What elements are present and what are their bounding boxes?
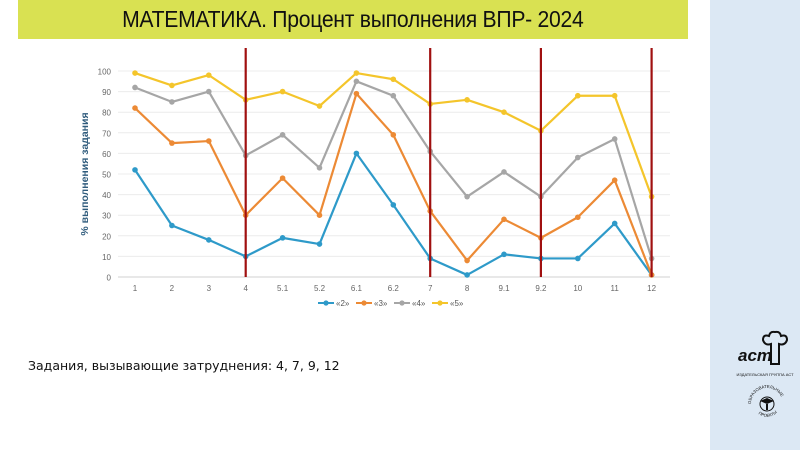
data-point — [575, 255, 581, 262]
data-point — [169, 140, 175, 146]
y-tick-label: 40 — [102, 191, 111, 200]
series-line — [134, 80, 653, 259]
y-tick-label: 0 — [107, 274, 112, 283]
edu-projects-logo: ОБРАЗОВАТЕЛЬНЫЕ ПРОЕКТЫ — [747, 384, 785, 418]
x-tick-label: 3 — [207, 284, 212, 293]
data-point — [390, 202, 397, 208]
data-point — [353, 78, 360, 85]
y-tick-label: 60 — [102, 150, 111, 159]
data-point — [132, 105, 138, 111]
data-point — [464, 272, 470, 278]
data-point — [279, 235, 286, 241]
data-point — [206, 237, 212, 243]
x-tick-label: 10 — [573, 284, 582, 293]
x-tick-label: 1 — [133, 284, 138, 293]
legend-marker — [437, 300, 443, 306]
data-point — [132, 167, 138, 173]
data-point — [279, 88, 286, 95]
ast-logo: аст ИЗДАТЕЛЬСКАЯ ГРУППА АСТ — [736, 330, 794, 377]
y-tick-label: 10 — [102, 253, 111, 262]
ast-logo-mark: аст — [738, 346, 772, 365]
data-point — [464, 97, 470, 103]
data-point — [206, 88, 212, 95]
series-lines — [132, 70, 655, 278]
data-point — [575, 214, 581, 221]
x-axis-ticks: 1 2 3 4 5.1 5.2 6.1 6.2 7 8 9.1 9.2 10 11 12 — [133, 284, 657, 293]
data-point — [611, 92, 618, 99]
series-line — [134, 92, 653, 276]
data-point — [464, 257, 470, 264]
data-point — [353, 70, 360, 76]
data-point — [501, 109, 507, 115]
data-point — [353, 150, 360, 157]
data-point — [390, 132, 397, 138]
legend-marker — [323, 300, 329, 306]
data-point — [206, 138, 212, 144]
x-tick-label: 11 — [611, 284, 620, 293]
y-axis-ticks: 0 10 20 30 40 50 60 70 80 90 100 — [98, 68, 112, 283]
data-point — [501, 169, 507, 175]
y-tick-label: 80 — [102, 109, 111, 118]
x-tick-label: 8 — [465, 284, 470, 293]
legend-marker — [361, 300, 367, 306]
x-tick-label: 6.1 — [351, 284, 363, 293]
grid-lines — [118, 70, 670, 278]
data-point — [464, 193, 470, 200]
x-tick-label: 9.1 — [498, 284, 510, 293]
y-tick-label: 90 — [102, 88, 111, 97]
x-tick-label: 2 — [170, 284, 175, 293]
data-point — [132, 84, 138, 91]
data-point — [132, 70, 138, 76]
data-point — [169, 82, 175, 89]
data-point — [206, 72, 212, 78]
data-point — [316, 241, 323, 247]
x-tick-label: 4 — [243, 284, 248, 293]
ast-logo-caption: ИЗДАТЕЛЬСКАЯ ГРУППА АСТ — [736, 372, 794, 377]
data-point — [611, 177, 618, 183]
chart-legend: «2» «3» «4» «5» — [318, 299, 464, 308]
data-point — [611, 220, 618, 227]
data-point — [390, 76, 397, 83]
legend-label: «3» — [374, 299, 388, 308]
y-axis-label: % выполнения задания — [79, 112, 91, 235]
y-tick-label: 50 — [102, 171, 111, 180]
data-point — [501, 251, 507, 258]
y-tick-label: 70 — [102, 129, 111, 138]
data-point — [279, 132, 286, 138]
x-tick-label: 6.2 — [388, 284, 400, 293]
data-point — [390, 92, 397, 99]
data-point — [575, 154, 581, 161]
legend-marker — [399, 300, 405, 306]
data-point — [501, 216, 507, 223]
x-tick-label: 5.2 — [314, 284, 326, 293]
line-chart: 0 10 20 30 40 50 60 70 80 90 100 1 2 3 4 5.1 5.2 6.1 6.2 7… — [0, 40, 700, 320]
legend-label: «5» — [450, 299, 464, 308]
x-tick-label: 9.2 — [535, 284, 547, 293]
x-tick-label: 12 — [647, 284, 656, 293]
x-tick-label: 5.1 — [277, 284, 289, 293]
data-point — [279, 175, 286, 181]
data-point — [316, 212, 323, 218]
data-point — [316, 103, 323, 109]
difficult-tasks-note: Задания, вызывающие затруднения: 4, 7, 9… — [28, 358, 340, 373]
page-title: МАТЕМАТИКА. Процент выполнения ВПР- 2024 — [122, 6, 584, 32]
y-tick-label: 100 — [98, 68, 112, 77]
data-point — [169, 222, 175, 229]
svg-text:ПРОЕКТЫ: ПРОЕКТЫ — [758, 409, 778, 418]
data-point — [316, 165, 323, 171]
data-point — [611, 136, 618, 142]
legend-label: «2» — [336, 299, 350, 308]
data-point — [169, 99, 175, 105]
data-point — [575, 92, 581, 99]
legend-label: «4» — [412, 299, 426, 308]
y-tick-label: 20 — [102, 232, 111, 241]
x-tick-label: 7 — [428, 284, 433, 293]
side-panel — [710, 0, 800, 450]
title-banner: МАТЕМАТИКА. Процент выполнения ВПР- 2024 — [18, 0, 688, 39]
highlight-lines — [244, 48, 653, 277]
data-point — [353, 90, 360, 97]
y-tick-label: 30 — [102, 212, 111, 221]
